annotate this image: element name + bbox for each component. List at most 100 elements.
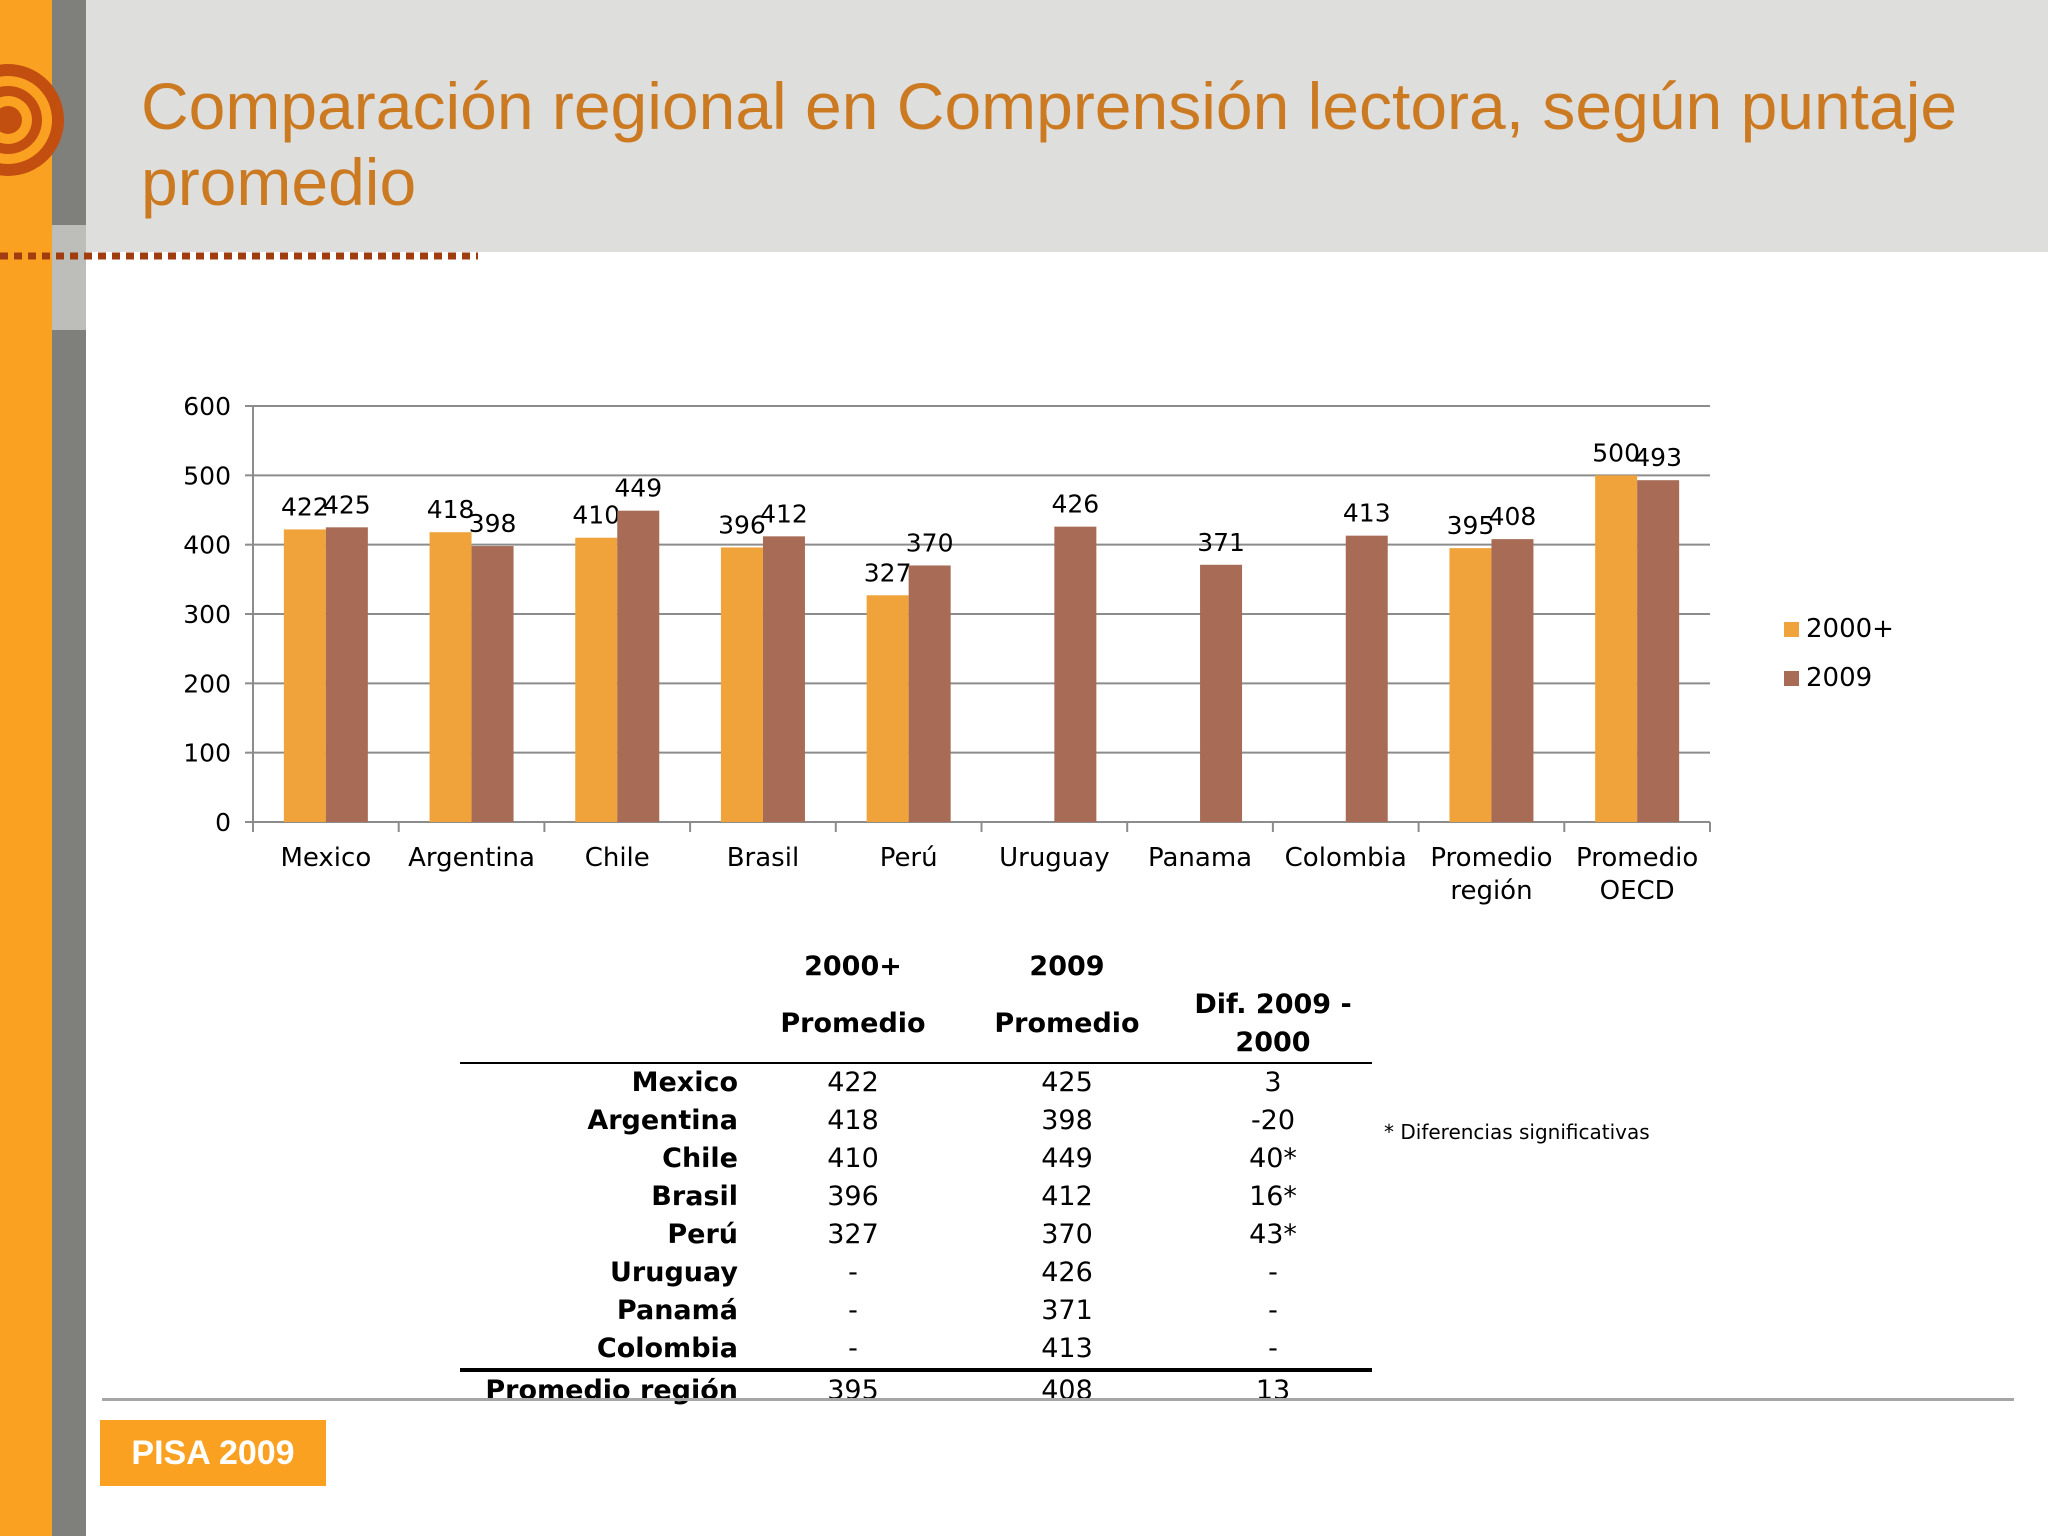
cell-2009: 371 [1041, 1295, 1093, 1326]
row-label: Panamá [616, 1295, 738, 1326]
data-label: 398 [469, 509, 517, 538]
cell-dif: - [1268, 1257, 1278, 1288]
data-label: 500 [1592, 438, 1640, 467]
x-tick-label: Panama [1148, 843, 1252, 873]
pisa-2009-badge: PISA 2009 [100, 1420, 326, 1486]
x-tick-label: Perú [880, 843, 938, 873]
row-label: Mexico [631, 1067, 738, 1098]
cell-2009: 413 [1041, 1333, 1093, 1364]
x-tick-label: región [1450, 876, 1532, 906]
scores-table: 2000+ 2009 Promedio Promedio Dif. 2009 -… [460, 948, 1372, 1410]
dotted-divider [0, 252, 478, 260]
title-header-band [86, 0, 2048, 252]
row-label: Brasil [651, 1181, 738, 1212]
bar [1491, 539, 1534, 822]
bar [762, 536, 805, 822]
data-label: 425 [323, 490, 371, 519]
cell-2000: - [848, 1295, 858, 1326]
footer-divider [102, 1398, 2014, 1401]
cell-2009: 412 [1041, 1181, 1093, 1212]
data-label: 413 [1343, 499, 1391, 528]
cell-2000: 418 [827, 1105, 879, 1136]
y-tick-label: 300 [183, 600, 231, 629]
table-total-row: Promedio región 395 408 13 [460, 1368, 1372, 1410]
data-label: 410 [572, 501, 620, 530]
cell-2000: 327 [827, 1219, 879, 1250]
table-row: Perú 327 370 43* [460, 1216, 1372, 1254]
x-tick-label: Promedio [1430, 843, 1552, 873]
data-label: 395 [1447, 511, 1495, 540]
x-tick-label: Mexico [280, 843, 371, 873]
table-header-label-sub [460, 986, 746, 1064]
row-label: Promedio región [460, 1368, 746, 1410]
cell-2009: 408 [960, 1368, 1174, 1410]
table-header-2009-sub: Promedio [960, 986, 1174, 1064]
cell-2000: 395 [746, 1368, 960, 1410]
significance-note: * Diferencias significativas [1384, 1120, 1650, 1144]
legend-swatch [1784, 671, 1799, 686]
y-tick-label: 400 [183, 531, 231, 560]
bar [575, 537, 618, 822]
cell-dif: 3 [1264, 1067, 1282, 1098]
cell-2009: 426 [1041, 1257, 1093, 1288]
bar [471, 546, 514, 822]
slide-title: Comparación regional en Comprensión lect… [141, 69, 1958, 219]
y-tick-label: 0 [215, 808, 231, 837]
legend-label: 2000+ [1806, 614, 1894, 644]
cell-dif: 13 [1174, 1368, 1372, 1410]
y-tick-label: 100 [183, 739, 231, 768]
cell-2009: 449 [1041, 1143, 1093, 1174]
cell-dif: 40* [1249, 1143, 1297, 1174]
row-label: Colombia [596, 1333, 738, 1364]
cell-2000: 396 [827, 1181, 879, 1212]
bar [283, 529, 326, 822]
data-label: 408 [1489, 502, 1537, 531]
cell-2000: 410 [827, 1143, 879, 1174]
table-header-2000: 2000+ [804, 951, 902, 982]
cell-2009: 425 [1041, 1067, 1093, 1098]
cell-dif: - [1268, 1333, 1278, 1364]
data-label: 370 [906, 528, 954, 557]
x-tick-label: Colombia [1285, 843, 1407, 873]
table-row: Mexico 422 425 3 [460, 1063, 1372, 1102]
table-row: Panamá - 371 - [460, 1292, 1372, 1330]
data-label: 327 [864, 558, 912, 587]
cell-2009: 370 [1041, 1219, 1093, 1250]
bar [1200, 564, 1243, 822]
bar [1595, 475, 1638, 822]
x-tick-label: Brasil [727, 843, 799, 873]
bar [866, 595, 909, 822]
y-tick-label: 500 [183, 461, 231, 490]
pisa-logo-icon [0, 64, 64, 176]
cell-2000: - [848, 1333, 858, 1364]
bar [617, 510, 660, 822]
legend-swatch [1784, 622, 1799, 637]
cell-dif: -20 [1250, 1105, 1296, 1136]
bar [720, 547, 763, 822]
bar [1637, 480, 1680, 822]
y-tick-label: 200 [183, 669, 231, 698]
data-label: 418 [427, 495, 475, 524]
cell-dif: - [1268, 1295, 1278, 1326]
data-label: 493 [1634, 443, 1682, 472]
y-tick-label: 600 [183, 392, 231, 421]
table-header-2009: 2009 [1029, 951, 1105, 982]
table-row: Brasil 396 412 16* [460, 1178, 1372, 1216]
data-label: 422 [281, 492, 329, 521]
cell-2000: 422 [827, 1067, 879, 1098]
bar [1345, 535, 1388, 822]
data-label: 371 [1197, 528, 1245, 557]
row-label: Argentina [587, 1105, 738, 1136]
bar [429, 532, 472, 822]
cell-2000: - [848, 1257, 858, 1288]
table-header-dif [1174, 948, 1372, 986]
cell-2009: 398 [1041, 1105, 1093, 1136]
x-tick-label: Chile [585, 843, 650, 873]
bar [325, 527, 368, 822]
data-label: 449 [614, 474, 662, 503]
cell-dif: 16* [1249, 1181, 1297, 1212]
x-tick-label: OECD [1600, 876, 1675, 906]
bar [1054, 526, 1097, 822]
data-label: 396 [718, 510, 766, 539]
